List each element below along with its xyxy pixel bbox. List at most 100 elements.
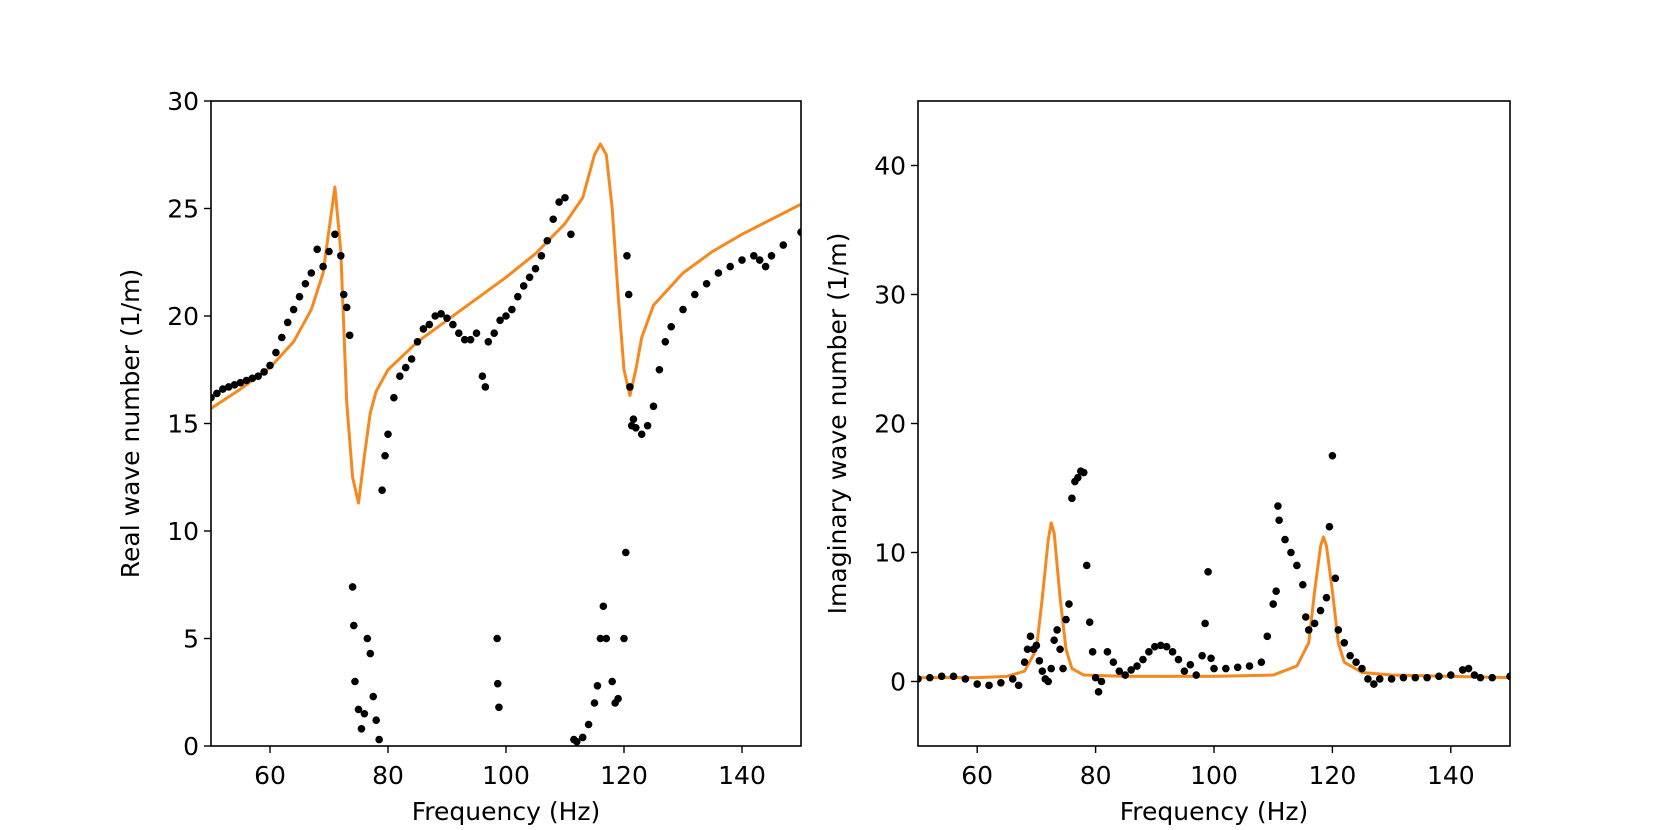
data-point <box>1293 561 1301 570</box>
y-tick-label: 30 <box>874 281 906 310</box>
y-tick-label: 5 <box>183 625 199 654</box>
data-point <box>649 402 658 411</box>
data-point <box>726 262 734 271</box>
data-point <box>1275 516 1283 525</box>
data-point <box>1399 673 1408 682</box>
data-point <box>637 430 646 439</box>
model-line <box>211 142 801 505</box>
data-point <box>961 675 970 683</box>
data-point <box>525 273 534 282</box>
data-point <box>1204 568 1212 576</box>
data-point <box>390 393 398 402</box>
data-point <box>1192 671 1201 679</box>
data-point <box>623 252 631 260</box>
data-point <box>691 290 699 299</box>
data-point <box>266 361 274 370</box>
data-point <box>490 329 499 338</box>
data-point <box>236 378 245 387</box>
data-point <box>1269 600 1277 608</box>
data-point <box>926 673 934 682</box>
data-point <box>590 699 599 707</box>
data-point <box>502 312 510 320</box>
data-point <box>313 245 322 254</box>
data-point <box>519 282 528 290</box>
data-point <box>307 269 316 277</box>
data-point <box>396 372 404 381</box>
y-axis-label: Real wave number (1/m) <box>116 269 145 578</box>
data-point <box>357 725 366 733</box>
data-point <box>573 737 581 746</box>
data-point <box>1316 606 1325 615</box>
data-point <box>366 649 375 658</box>
data-point <box>1346 651 1354 660</box>
data-point <box>260 368 268 376</box>
data-point <box>331 230 339 239</box>
data-point <box>484 338 493 346</box>
data-point <box>1387 675 1396 683</box>
data-point <box>1082 561 1091 570</box>
data-point <box>661 338 670 346</box>
data-point <box>401 363 410 372</box>
data-point <box>283 318 292 327</box>
data-point <box>425 320 434 329</box>
data-point <box>1079 468 1088 477</box>
data-point <box>779 241 788 249</box>
data-point <box>495 703 503 712</box>
data-point <box>1103 648 1112 656</box>
data-point <box>1352 658 1360 666</box>
data-point <box>1038 667 1047 675</box>
data-point <box>1334 626 1343 634</box>
data-point <box>478 372 487 381</box>
data-point <box>761 262 770 271</box>
data-point <box>1263 632 1272 641</box>
data-point <box>621 548 630 557</box>
y-tick-label: 20 <box>167 302 199 331</box>
data-point <box>1328 451 1337 460</box>
data-point <box>949 672 958 681</box>
data-point <box>1331 574 1340 583</box>
data-point <box>1233 663 1242 672</box>
data-point <box>1458 666 1467 674</box>
data-point <box>301 279 310 288</box>
data-point <box>1151 642 1159 651</box>
data-point <box>1014 681 1023 690</box>
data-point <box>1257 658 1266 666</box>
data-point <box>375 735 383 744</box>
x-axis-label: Frequency (Hz) <box>1120 797 1309 826</box>
data-point <box>1094 688 1103 696</box>
data-point <box>755 256 764 264</box>
data-point <box>1470 671 1479 679</box>
data-point <box>213 389 221 398</box>
data-point <box>339 290 348 299</box>
data-point <box>624 290 633 299</box>
data-point <box>596 634 605 643</box>
data-point <box>419 325 428 333</box>
data-point <box>1162 642 1171 651</box>
data-point <box>460 335 469 344</box>
data-point <box>443 314 451 322</box>
data-point <box>431 312 440 320</box>
data-point <box>278 333 286 342</box>
data-point <box>1115 667 1124 675</box>
data-point <box>349 621 358 630</box>
data-point <box>496 316 504 325</box>
model-line <box>918 521 1510 680</box>
data-point <box>1488 673 1497 682</box>
data-point <box>997 678 1005 687</box>
x-tick-label: 120 <box>600 761 648 790</box>
y-tick-label: 40 <box>874 152 906 181</box>
data-point <box>1127 666 1135 674</box>
data-point <box>1121 671 1129 679</box>
data-point <box>679 305 687 314</box>
y-tick-label: 0 <box>890 668 906 697</box>
data-point <box>626 383 634 391</box>
data-point <box>543 236 552 245</box>
data-point <box>219 385 227 393</box>
data-point <box>1068 494 1076 503</box>
data-point <box>578 733 587 742</box>
data-point <box>224 383 233 391</box>
data-point <box>1375 675 1384 683</box>
data-point <box>449 320 457 329</box>
data-point <box>455 329 463 338</box>
y-tick-label: 10 <box>874 539 906 568</box>
